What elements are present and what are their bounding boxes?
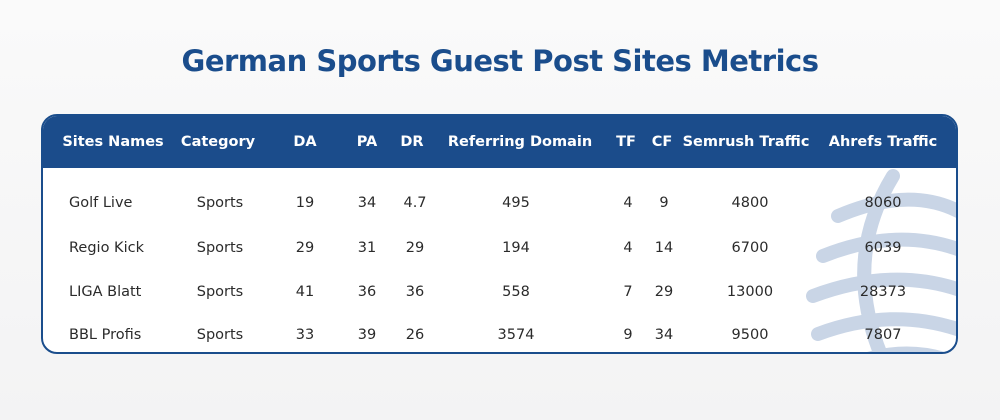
cell-semrush-traffic: 4800 [731,195,769,211]
cell-category: Sports [196,284,244,300]
cell-site-name: Regio Kick [69,240,144,256]
table-header: Sites Names Category DA PA DR Referring … [43,116,956,168]
cell-tf: 9 [623,327,633,343]
cell-pa: 39 [357,327,377,343]
col-header-semrush-traffic: Semrush Traffic [682,134,810,150]
cell-referring-domain: 495 [502,195,530,211]
cell-dr: 36 [405,284,425,300]
col-header-dr: DR [400,134,424,150]
cell-semrush-traffic: 13000 [726,284,774,300]
cell-ahrefs-traffic: 6039 [864,240,902,256]
cell-da: 33 [295,327,315,343]
cell-category: Sports [196,240,244,256]
cell-ahrefs-traffic: 28373 [859,284,907,300]
cell-ahrefs-traffic: 7807 [864,327,902,343]
cell-dr: 4.7 [403,195,427,211]
col-header-category: Category [180,134,256,150]
cell-dr: 29 [405,240,425,256]
col-header-da: DA [293,134,317,150]
metrics-table: Sites Names Category DA PA DR Referring … [41,114,958,354]
cell-tf: 7 [623,284,633,300]
col-header-tf: TF [616,134,636,150]
cell-da: 29 [295,240,315,256]
globe-icon [806,169,956,352]
cell-category: Sports [196,195,244,211]
cell-cf: 34 [654,327,674,343]
col-header-cf: CF [651,134,673,150]
cell-category: Sports [196,327,244,343]
cell-site-name: Golf Live [69,195,133,211]
cell-tf: 4 [623,240,633,256]
cell-referring-domain: 3574 [497,327,535,343]
cell-ahrefs-traffic: 8060 [864,195,902,211]
cell-pa: 36 [357,284,377,300]
cell-tf: 4 [623,195,633,211]
cell-dr: 26 [405,327,425,343]
cell-pa: 34 [357,195,377,211]
cell-site-name: BBL Profis [69,327,142,343]
cell-da: 41 [295,284,315,300]
page-title: German Sports Guest Post Sites Metrics [181,44,819,78]
cell-referring-domain: 194 [502,240,530,256]
cell-semrush-traffic: 6700 [731,240,769,256]
cell-pa: 31 [357,240,377,256]
cell-da: 19 [295,195,315,211]
cell-referring-domain: 558 [502,284,530,300]
col-header-ahrefs-traffic: Ahrefs Traffic [828,134,938,150]
col-header-sites-names: Sites Names [62,134,164,150]
cell-cf: 9 [659,195,669,211]
col-header-pa: PA [356,134,378,150]
cell-cf: 29 [654,284,674,300]
cell-site-name: LIGA Blatt [69,284,142,300]
col-header-referring-domain: Referring Domain [447,134,593,150]
cell-semrush-traffic: 9500 [731,327,769,343]
cell-cf: 14 [654,240,674,256]
